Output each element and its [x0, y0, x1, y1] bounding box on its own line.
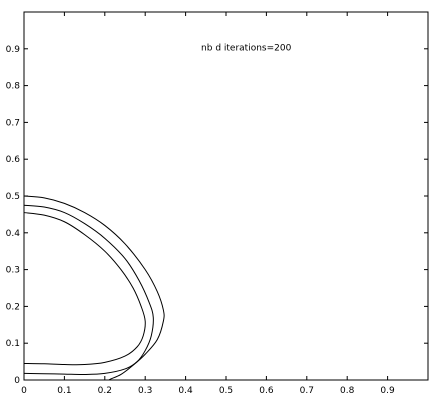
tick-labels: 0 0.1 0.2 0.3 0.4 0.5 0.6 0.7 0.8 0.9 0 0.1 0.2 0.3 0.…: [6, 45, 395, 396]
contour-line-2: [23, 204, 154, 376]
x-tick-label: 0.7: [300, 386, 314, 396]
y-tick-label: 0.3: [6, 266, 20, 276]
annotations: nb d iterations=200: [201, 44, 292, 54]
contour-line-1: [23, 195, 165, 381]
x-tick-label: 0.4: [178, 386, 193, 396]
axes: [23, 11, 429, 381]
x-tick-label: 0.9: [380, 386, 395, 396]
y-tick-label: 0.9: [6, 45, 21, 55]
plot-frame: [23, 11, 429, 381]
x-tick-label: 0.3: [138, 386, 152, 396]
y-tick-label: 0.6: [6, 155, 21, 165]
y-tick-label: 0.1: [6, 339, 20, 349]
ticks: [23, 12, 428, 381]
x-tick-label: 0.5: [219, 386, 233, 396]
x-tick-label: 0.6: [259, 386, 274, 396]
series: [23, 195, 165, 381]
annotation-iterations: nb d iterations=200: [201, 44, 292, 54]
y-tick-label: 0.5: [6, 192, 20, 202]
y-tick-label: 0.2: [6, 302, 20, 312]
x-tick-label: 0: [21, 386, 27, 396]
y-tick-label: 0.8: [6, 82, 21, 92]
x-tick-label: 0.8: [340, 386, 355, 396]
contour-line-3: [23, 212, 146, 366]
y-tick-label: 0.4: [6, 229, 21, 239]
x-tick-label: 0.1: [57, 386, 71, 396]
y-tick-label: 0.7: [6, 118, 20, 128]
x-tick-label: 0.2: [98, 386, 112, 396]
y-tick-label: 0: [14, 376, 20, 386]
